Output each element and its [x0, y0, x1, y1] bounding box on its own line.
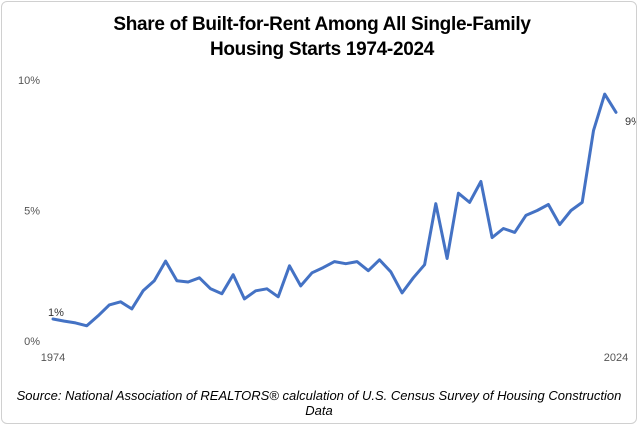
data-label: 1% — [48, 307, 64, 319]
data-line — [51, 92, 618, 328]
source-note: Source: National Association of REALTORS… — [16, 388, 622, 418]
data-label: 9% — [625, 116, 636, 128]
x-tick-label: 2024 — [604, 352, 628, 364]
y-tick-label: 5% — [24, 205, 40, 217]
x-tick-label: 1974 — [41, 352, 65, 364]
chart: 0% 5% 10% 1974 2024 1% 9% — [18, 75, 636, 364]
y-tick-label: 0% — [24, 336, 40, 348]
y-tick-label: 10% — [18, 75, 40, 87]
chart-title: Share of Built-for-Rent Among All Single… — [113, 14, 531, 60]
